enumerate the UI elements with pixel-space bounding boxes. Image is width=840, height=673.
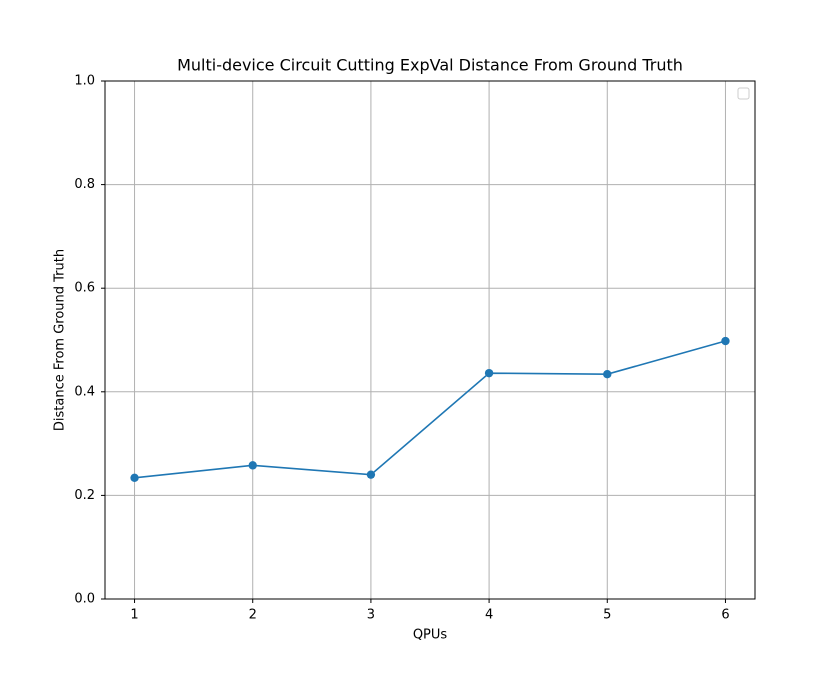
point <box>130 473 139 482</box>
x-tick-label: 4 <box>485 608 493 623</box>
legend-box <box>737 87 750 100</box>
point <box>603 369 612 379</box>
point <box>484 368 494 378</box>
x-axis-label: QPUs <box>413 628 448 643</box>
point <box>248 461 257 470</box>
y-tick-label: 1.0 <box>74 74 95 89</box>
y-tick-label: 0.8 <box>74 177 95 192</box>
grid <box>105 80 755 600</box>
series-line <box>134 340 726 479</box>
y-tick-label: 0.4 <box>74 384 95 399</box>
axes-frame <box>104 80 756 600</box>
y-tick-label: 0.0 <box>74 592 95 607</box>
x-tick-label: 6 <box>721 608 729 623</box>
plot <box>130 336 730 482</box>
point <box>721 336 730 346</box>
x-tick-label: 2 <box>249 608 257 623</box>
chart-title: Multi-device Circuit Cutting ExpVal Dist… <box>177 56 683 75</box>
point <box>366 470 376 479</box>
x-tick-label: 1 <box>130 608 138 623</box>
y-axis-label: Distance From Ground Truth <box>53 249 68 431</box>
y-tick-label: 0.6 <box>74 281 95 296</box>
x-tick-label: 5 <box>603 608 611 623</box>
x-tick-label: 3 <box>367 608 375 623</box>
y-tick-label: 0.2 <box>74 488 95 503</box>
